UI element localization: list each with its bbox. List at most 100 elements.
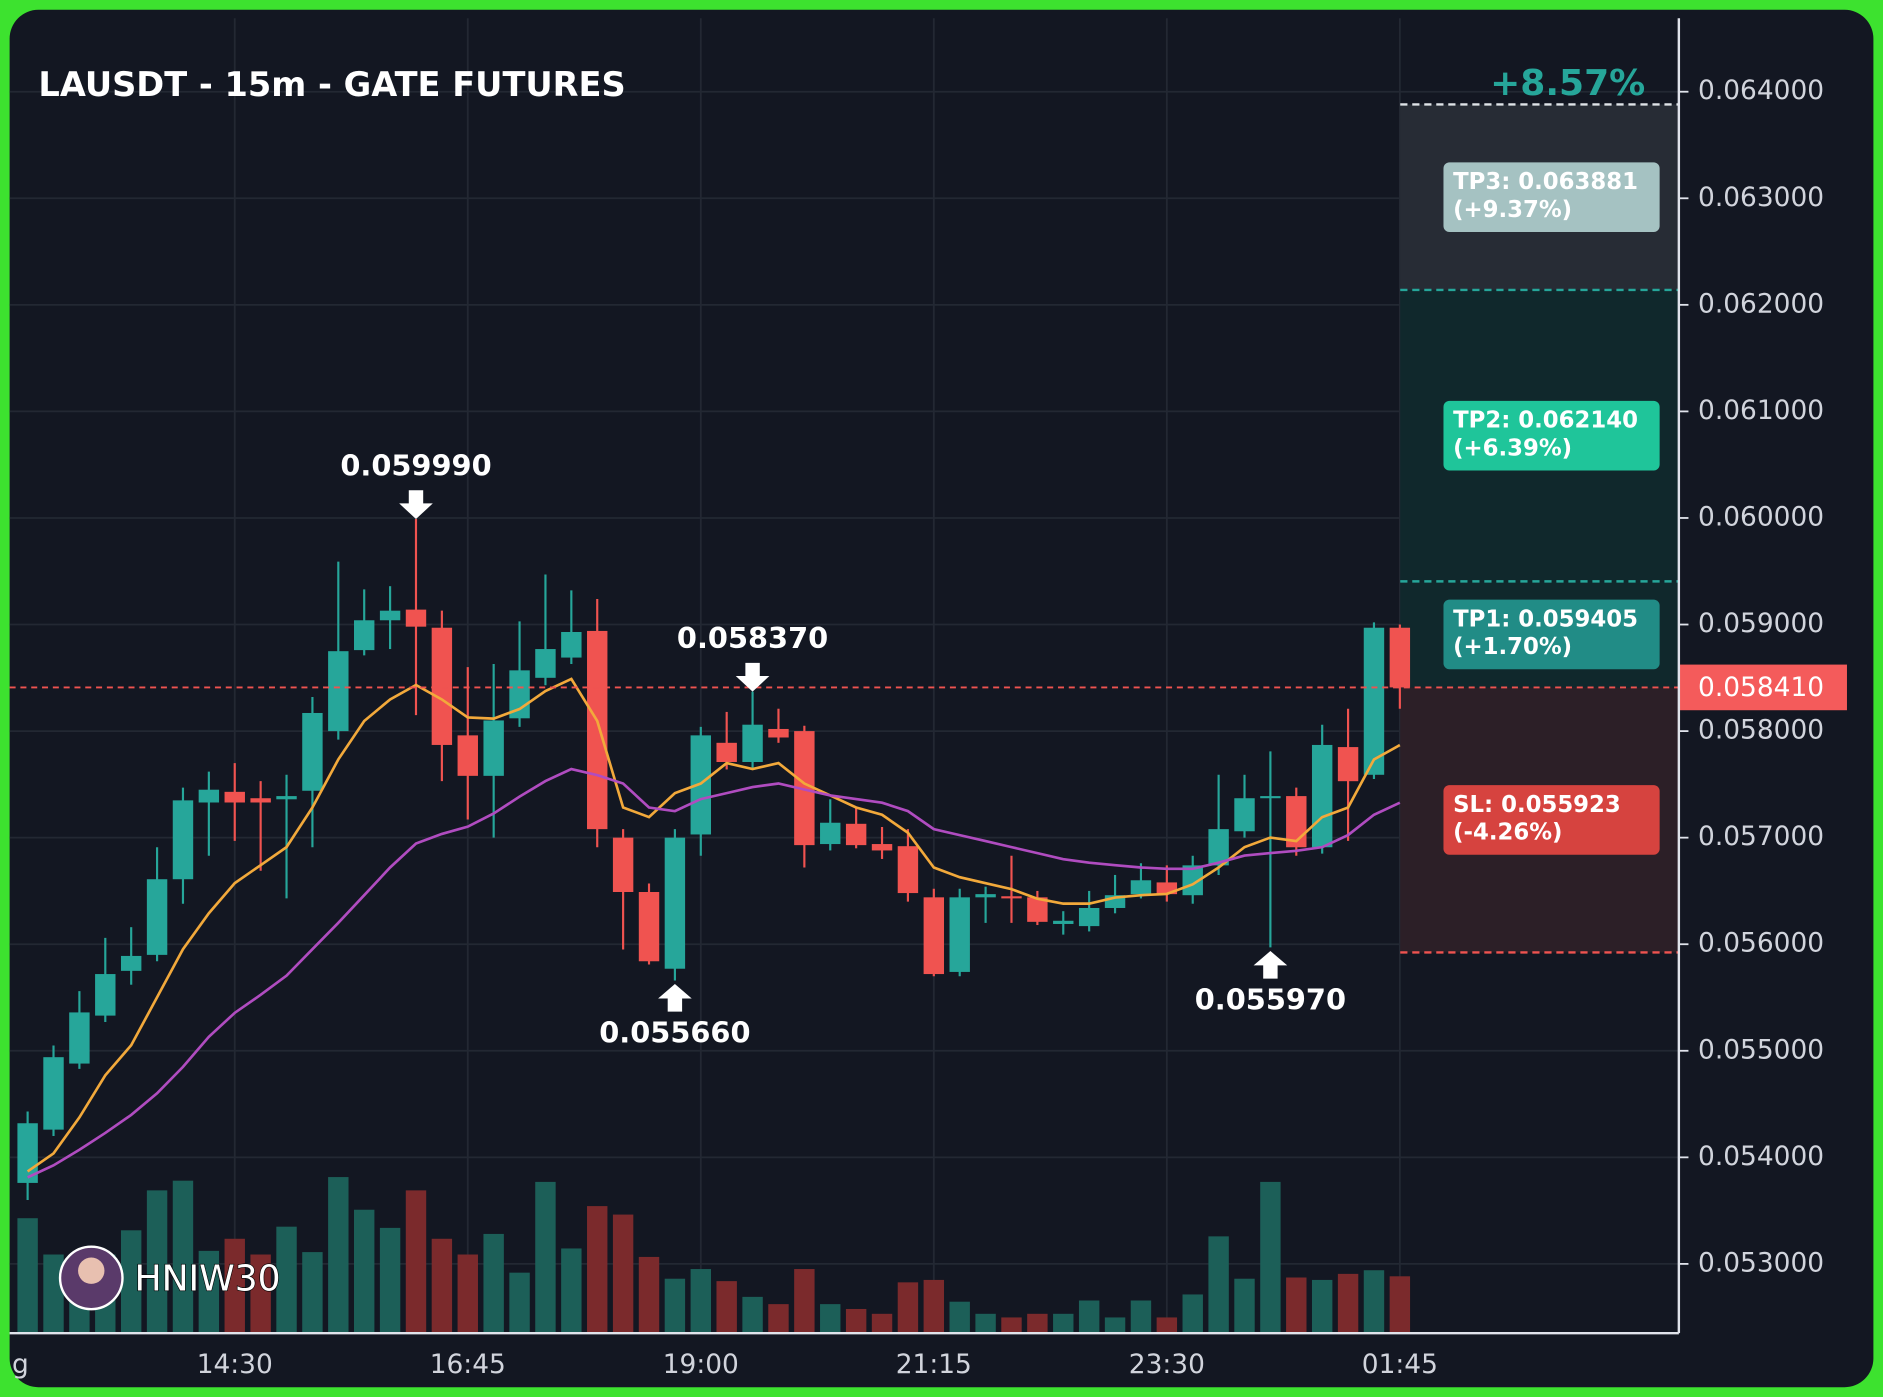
moving-average	[27, 767, 1401, 1179]
volume-bar	[302, 1252, 323, 1334]
volume-bar	[1363, 1270, 1385, 1334]
volume-bar	[716, 1281, 737, 1334]
volume-bar	[1234, 1278, 1255, 1334]
annotation-arrow	[735, 662, 770, 692]
level-change: (+6.39%)	[1453, 435, 1572, 461]
candle-body	[923, 897, 945, 975]
candle-body	[1311, 744, 1333, 848]
x-tick-label: 23:30	[1129, 1349, 1205, 1380]
volume-bar	[1337, 1273, 1359, 1334]
annotation-label: 0.059990	[340, 448, 491, 482]
avatar-face	[78, 1257, 105, 1284]
level-change: (+9.37%)	[1453, 197, 1572, 223]
candle-body	[794, 731, 815, 846]
volume-bar	[379, 1227, 401, 1334]
candles	[17, 519, 1411, 1200]
chart-title: LAUSDT - 15m - GATE FUTURES	[38, 65, 625, 104]
y-tick-label: 0.059000	[1698, 608, 1824, 639]
candle-body	[224, 791, 245, 803]
y-tick-label: 0.063000	[1698, 182, 1824, 213]
level-change: (+1.70%)	[1453, 634, 1572, 660]
y-tick-label: 0.054000	[1698, 1141, 1824, 1172]
volume-bar	[328, 1177, 349, 1334]
candle-body	[1286, 796, 1307, 848]
candle-body	[405, 609, 427, 627]
candle-body	[845, 823, 867, 846]
volume-bar	[923, 1279, 945, 1334]
moving-averages	[26, 677, 1401, 1179]
y-tick-label: 0.061000	[1698, 395, 1824, 426]
candle-body	[587, 630, 608, 830]
volume-bar	[975, 1313, 996, 1334]
volume-bar	[768, 1304, 789, 1334]
level-label-box	[1443, 599, 1660, 670]
candle-body	[302, 712, 323, 791]
candle-body	[43, 1057, 64, 1130]
candle-body	[1156, 882, 1178, 895]
level-label: TP3: 0.063881	[1453, 169, 1638, 195]
candle-body	[431, 627, 453, 745]
watermark: HNIW30	[135, 1258, 281, 1299]
x-tick-label: 19:00	[663, 1349, 739, 1380]
annotation-label: 0.055660	[599, 1015, 750, 1049]
candle-body	[1208, 829, 1229, 866]
candle-body	[146, 879, 168, 955]
candle-body	[1053, 920, 1074, 924]
candle-body	[1363, 627, 1385, 775]
y-tick-label: 0.057000	[1698, 821, 1824, 852]
volume-bar	[1001, 1317, 1022, 1334]
volume-bar	[457, 1254, 478, 1334]
y-tick-label: 0.055000	[1698, 1034, 1824, 1065]
y-tick-label: 0.053000	[1698, 1247, 1824, 1278]
candle-body	[95, 974, 116, 1016]
volume-bar	[483, 1233, 504, 1334]
volume-bar	[198, 1250, 220, 1334]
candle-body	[612, 837, 634, 893]
candle-body	[638, 892, 660, 962]
volume-bar	[120, 1230, 142, 1334]
annotation-arrow	[1253, 951, 1288, 979]
y-tick-label: 0.058000	[1698, 715, 1824, 746]
candle-body	[1130, 880, 1152, 895]
volume-bar	[1208, 1236, 1229, 1334]
level-label-box	[1443, 162, 1660, 232]
volume-bar	[949, 1301, 970, 1334]
candle-body	[742, 724, 763, 762]
candle-body	[276, 796, 297, 800]
volume-bar	[1053, 1313, 1074, 1334]
candle-body	[1260, 796, 1281, 799]
candle-body	[1337, 747, 1359, 782]
y-tick-label: 0.056000	[1698, 928, 1824, 959]
level-label: TP2: 0.062140	[1453, 408, 1638, 434]
volume-bar	[638, 1256, 660, 1334]
volume-bar	[587, 1206, 608, 1334]
volume-bar	[43, 1254, 64, 1334]
candle-body	[949, 897, 970, 972]
range-label: +8.57%	[1490, 63, 1645, 104]
candle-body	[379, 610, 401, 621]
candle-body	[250, 798, 271, 803]
volume-bar	[1104, 1317, 1126, 1334]
candle-body	[353, 620, 375, 651]
volume-bar	[1389, 1276, 1411, 1334]
candle-body	[561, 631, 582, 658]
volume-bar	[820, 1304, 841, 1334]
candle-body	[172, 800, 194, 880]
candle-body	[120, 955, 142, 971]
candle-body	[457, 735, 478, 776]
candle-body	[1389, 627, 1411, 688]
volume-bar	[794, 1269, 815, 1334]
level-change: (-4.26%)	[1453, 820, 1562, 846]
volume-bar	[172, 1180, 194, 1334]
volume-bar	[690, 1269, 712, 1334]
y-tick-label: 0.060000	[1698, 501, 1824, 532]
volume-bar	[664, 1278, 686, 1334]
y-tick-label: 0.064000	[1698, 75, 1824, 106]
volume-bar	[535, 1181, 556, 1334]
overlay: 0.053000 0.054000 0.055000 0.056000 0.057000…	[9, 63, 1847, 1380]
level-label: TP1: 0.059405	[1453, 606, 1638, 632]
x-tick-label: 14:30	[197, 1349, 273, 1380]
candle-body	[664, 837, 686, 969]
volume-bar	[1027, 1313, 1048, 1334]
